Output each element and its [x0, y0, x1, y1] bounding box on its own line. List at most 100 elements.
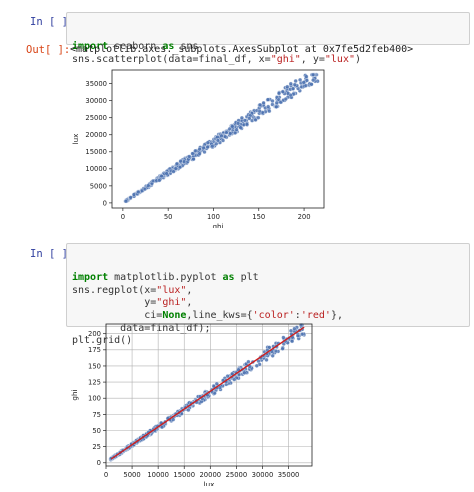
data-point	[304, 78, 309, 83]
data-point	[276, 91, 282, 96]
data-point	[136, 189, 141, 195]
x-tick-label: 200	[298, 213, 311, 221]
data-point	[182, 159, 187, 164]
data-point	[246, 359, 251, 364]
data-point	[214, 141, 219, 146]
data-point	[197, 147, 202, 152]
code-token: sns	[174, 41, 199, 53]
data-point	[193, 148, 198, 153]
code-token: :	[294, 309, 301, 321]
cell2-code-editor[interactable]: import matplotlib.pyplot as plt sns.regpl…	[66, 243, 470, 346]
data-point	[256, 115, 261, 120]
data-point	[205, 145, 210, 150]
code-line: import matplotlib.pyplot as plt	[72, 272, 464, 285]
x-tick-label: 35000	[278, 471, 300, 479]
data-point	[267, 109, 272, 114]
code-line: plt.grid()	[72, 335, 464, 348]
code-token: y=	[72, 297, 157, 309]
y-axis-label: lux	[72, 133, 80, 145]
y-tick-label: 75	[92, 411, 101, 419]
x-tick-label: 20000	[199, 471, 221, 479]
code-token: as	[222, 272, 235, 284]
data-point	[283, 96, 288, 102]
data-point	[242, 118, 247, 123]
data-point	[310, 72, 316, 77]
code-token: import	[72, 41, 109, 53]
y-tick-label: 10000	[85, 165, 107, 173]
code-token: matplotlib.pyplot	[108, 272, 223, 284]
data-point	[146, 183, 151, 188]
code-token: , y=	[300, 53, 325, 65]
code-line: ci=None,line_kws={'color':'red'},	[72, 310, 464, 323]
data-point	[239, 115, 244, 120]
data-point	[197, 151, 202, 156]
cell1-output-text: <matplotlib.axes._subplots.AxesSubplot a…	[70, 44, 414, 55]
x-tick-label: 5000	[123, 471, 140, 479]
code-token: plt.grid()	[72, 335, 133, 347]
data-point	[300, 332, 305, 337]
data-point	[159, 425, 165, 430]
data-point	[295, 333, 300, 338]
data-point	[150, 178, 156, 184]
code-token: "ghi"	[156, 297, 187, 309]
data-point	[301, 80, 306, 85]
data-point	[280, 89, 285, 94]
data-point	[202, 149, 207, 155]
data-point	[191, 157, 196, 162]
data-point	[205, 140, 210, 145]
code-line: import seaborn as sns	[72, 41, 464, 54]
code-token: ,line_kws={	[186, 309, 253, 321]
data-point	[270, 98, 275, 104]
plot-frame	[105, 323, 313, 467]
data-point	[261, 100, 266, 105]
x-tick-label: 15000	[173, 471, 195, 479]
data-point	[270, 353, 275, 358]
cell1-code-editor[interactable]: import seaborn as sns sns.scatterplot(dat…	[66, 12, 470, 65]
code-token: "ghi"	[270, 53, 301, 65]
data-point	[288, 93, 293, 98]
x-axis-label: ghi	[212, 222, 223, 228]
data-point	[128, 195, 133, 200]
data-point	[242, 370, 247, 375]
data-point	[123, 199, 129, 204]
regplot-ghi-vs-lux: 0 5000 10000 15000 20000 25000 30000 35000 0 25 50…	[70, 323, 313, 486]
data-point	[164, 171, 169, 176]
code-token: sns.regplot(x=	[72, 284, 157, 296]
code-token: plt	[234, 272, 259, 284]
data-point	[173, 166, 178, 171]
code-token: },	[330, 309, 343, 321]
y-tick-label: 0	[103, 199, 107, 207]
y-tick-label: 5000	[90, 182, 107, 190]
data-point	[190, 151, 195, 156]
data-point	[265, 97, 271, 102]
y-tick-label: 100	[88, 395, 101, 403]
data-point	[292, 82, 297, 87]
code-line: y="ghi",	[72, 297, 464, 310]
code-token: 'red'	[300, 309, 331, 321]
code-token: )	[355, 53, 362, 65]
data-point	[288, 81, 293, 86]
data-point	[186, 407, 191, 413]
data-point	[232, 377, 237, 382]
data-point	[215, 138, 220, 143]
code-token: 'color'	[252, 309, 295, 321]
data-point	[187, 154, 192, 159]
data-point	[171, 417, 176, 422]
data-point	[264, 357, 269, 362]
y-tick-label: 125	[88, 378, 101, 386]
data-point	[274, 104, 279, 109]
x-tick-label: 30000	[252, 471, 274, 479]
y-tick-label: 35000	[85, 80, 107, 88]
data-point	[267, 345, 272, 350]
data-point	[290, 339, 295, 344]
data-point	[280, 346, 285, 351]
code-line: sns.regplot(x="lux",	[72, 285, 464, 298]
data-point	[309, 82, 314, 87]
data-point	[212, 391, 217, 396]
code-token: as	[162, 41, 175, 53]
code-token: data=final_df);	[72, 322, 211, 334]
y-tick-label: 20000	[85, 131, 107, 139]
data-point	[247, 116, 252, 121]
y-tick-label: 150	[88, 362, 101, 370]
data-point	[157, 178, 162, 183]
